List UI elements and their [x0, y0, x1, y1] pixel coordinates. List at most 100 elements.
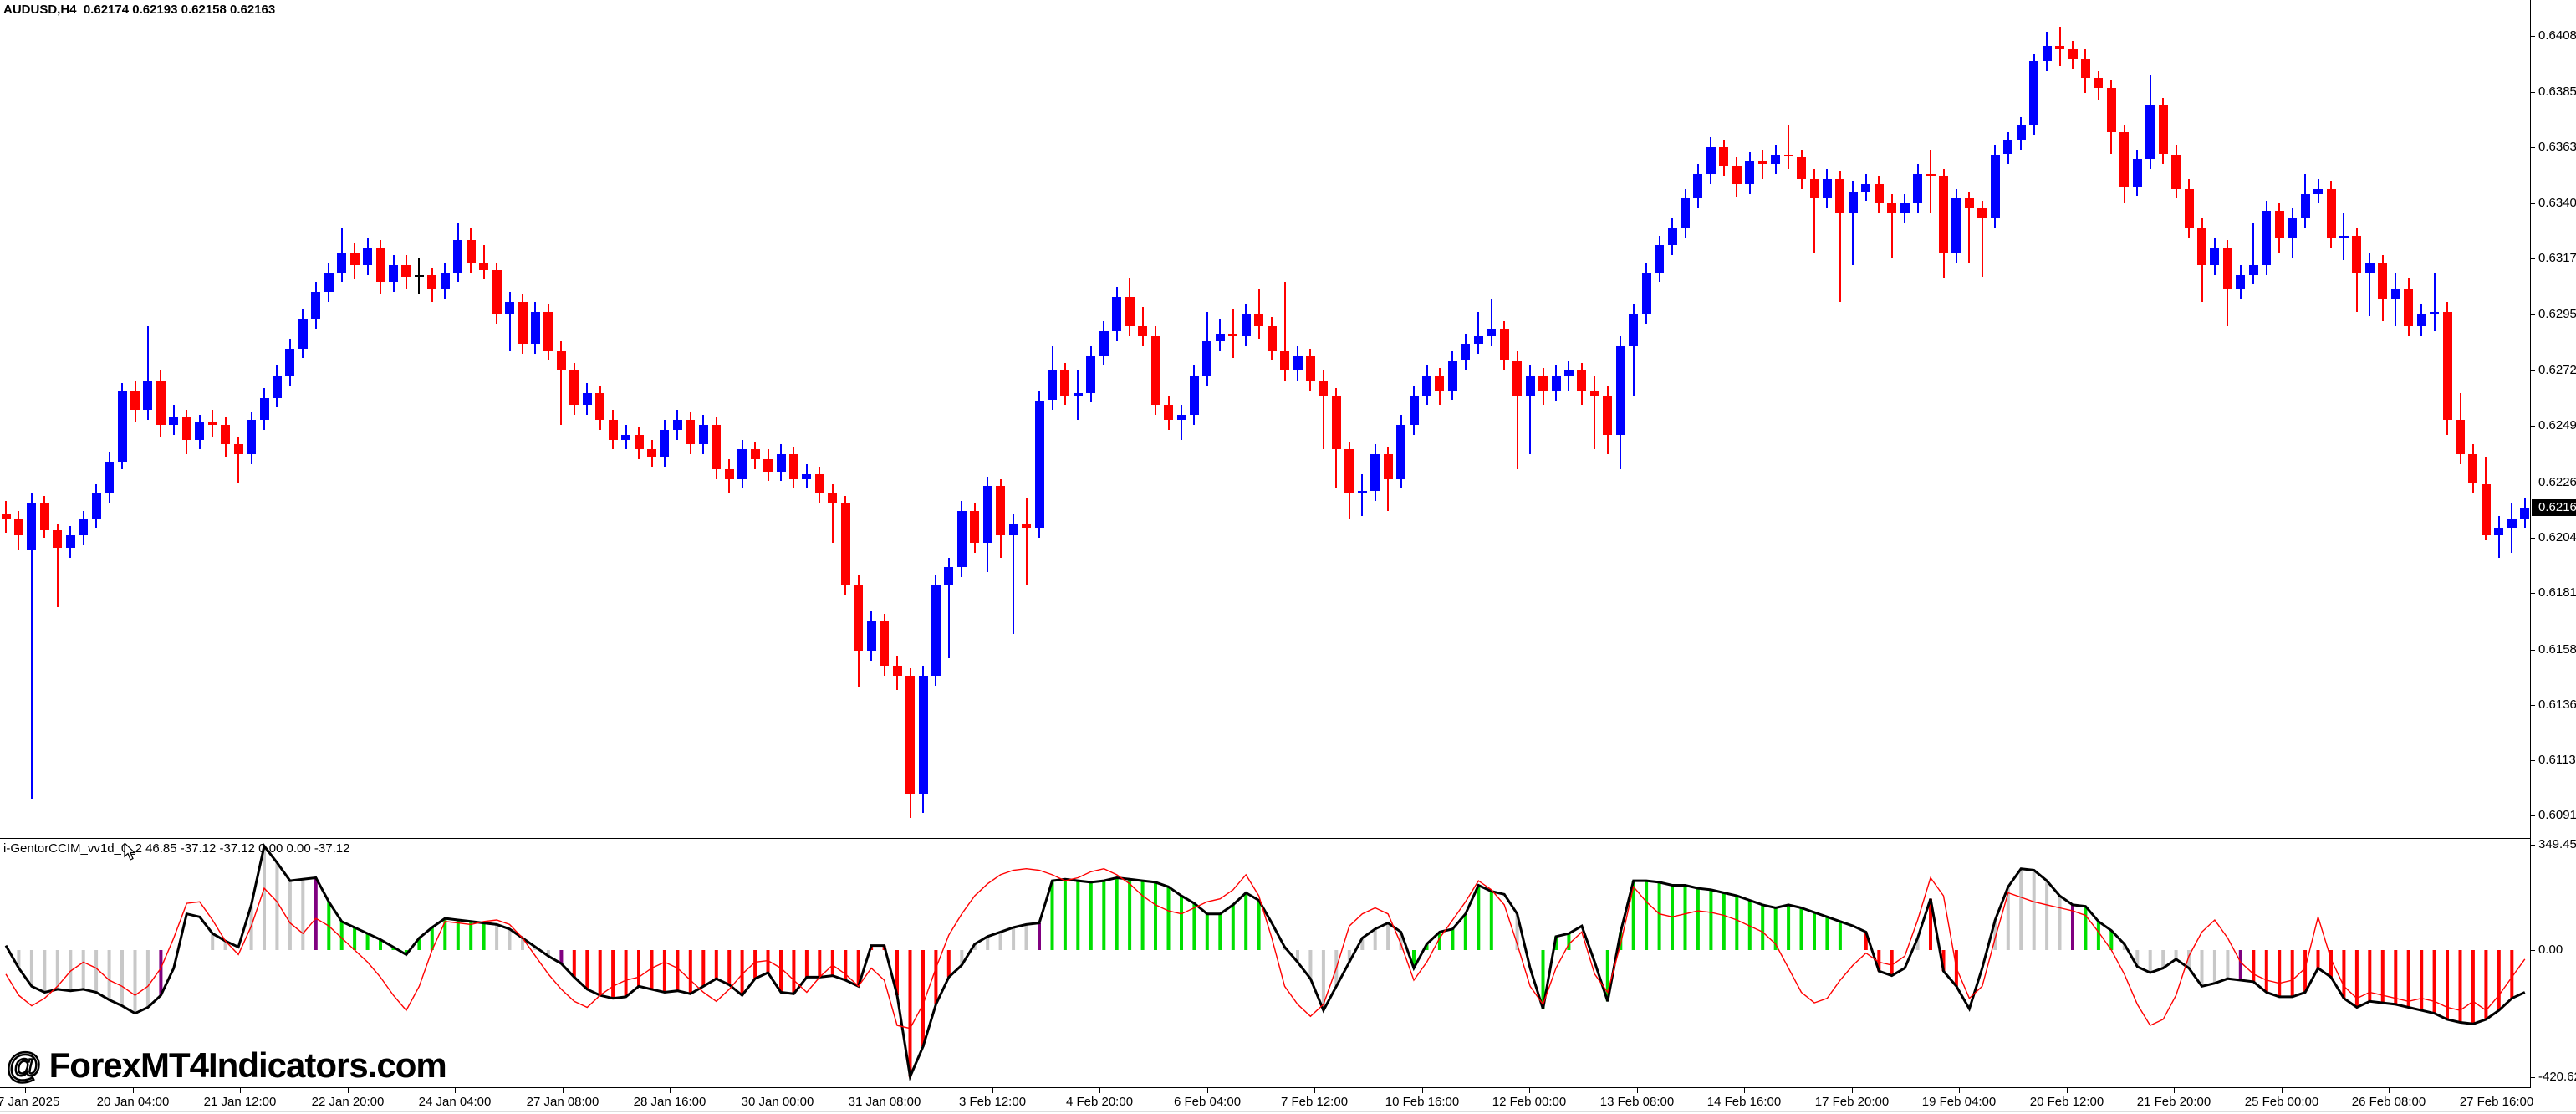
indicator-histogram-bar: [2135, 950, 2140, 967]
indicator-histogram-bar: [611, 950, 615, 999]
candle-body: [1447, 360, 1457, 391]
candle-body: [1809, 178, 1819, 199]
candle-body: [2029, 60, 2039, 125]
candle-body: [1977, 208, 1987, 218]
candle-body: [414, 274, 424, 278]
candle-body: [776, 454, 786, 472]
indicator-histogram-bar: [211, 933, 215, 950]
candle-body: [2262, 211, 2272, 265]
indicator-histogram-bar: [2096, 921, 2100, 950]
candle-body: [2248, 264, 2258, 275]
panel-separator-top[interactable]: [0, 838, 2576, 839]
indicator-histogram-bar: [2187, 950, 2191, 968]
indicator-histogram-bar: [1102, 881, 1106, 950]
indicator-axis-label: -420.62: [2538, 1070, 2576, 1084]
candle-body: [905, 675, 915, 794]
indicator-histogram-bar: [1399, 932, 1403, 950]
time-axis-label: 19 Feb 04:00: [1921, 1095, 1997, 1109]
candle-body: [1254, 314, 1264, 327]
candle-body: [2184, 188, 2194, 228]
indicator-histogram-bar: [804, 950, 809, 978]
time-axis-tick: [1207, 1088, 1208, 1093]
indicator-histogram-bar: [1244, 892, 1248, 950]
candle-body: [1086, 355, 1096, 393]
candle-body: [1073, 392, 1083, 396]
candle-body: [1874, 183, 1884, 204]
main-chart-plot[interactable]: [0, 0, 2530, 838]
candle-body: [1603, 395, 1613, 435]
indicator-histogram-bar: [624, 950, 628, 997]
indicator-histogram-bar: [740, 950, 744, 996]
candle-body: [1202, 341, 1212, 376]
candle-body: [634, 434, 644, 450]
price-axis-label: 0.63855: [2538, 84, 2576, 99]
indicator-histogram-bar: [1709, 889, 1713, 950]
candle-wick: [1257, 289, 1260, 339]
indicator-histogram-bar: [1463, 913, 1467, 950]
indicator-histogram-bar: [921, 950, 925, 1047]
indicator-histogram-bar: [1308, 950, 1313, 979]
candle-body: [1, 513, 11, 519]
indicator-histogram-bar: [1696, 888, 1700, 950]
price-axis-label: 0.61815: [2538, 585, 2576, 600]
indicator-histogram-bar: [960, 950, 964, 965]
indicator-histogram-bar: [818, 950, 822, 978]
candle-body: [181, 417, 191, 440]
candle-body: [840, 503, 850, 585]
indicator-histogram-bar: [1761, 904, 1765, 950]
candle-body: [2507, 518, 2517, 529]
indicator-histogram-bar: [133, 950, 137, 1014]
price-axis-label: 0.62495: [2538, 418, 2576, 432]
indicator-histogram-bar: [2161, 950, 2165, 968]
indicator-histogram-bar: [1890, 950, 1894, 976]
indicator-histogram-bar: [2510, 950, 2514, 999]
indicator-histogram-bar: [779, 950, 783, 993]
indicator-histogram-bar: [1838, 921, 1842, 950]
time-axis-label: 25 Feb 00:00: [2244, 1095, 2319, 1109]
indicator-histogram-bar: [456, 920, 460, 950]
time-axis-tick: [2067, 1088, 2068, 1093]
candle-wick: [1516, 350, 1518, 469]
indicator-histogram-bar: [145, 950, 150, 1008]
candle-body: [233, 444, 243, 455]
indicator-histogram-bar: [379, 939, 382, 950]
candle-body: [272, 376, 282, 398]
candle-wick: [1322, 370, 1324, 450]
time-axis-tick: [563, 1088, 564, 1093]
candle-body: [1887, 203, 1897, 214]
indicator-histogram-bar: [1773, 907, 1778, 950]
indicator-histogram-bar: [1360, 938, 1365, 950]
candle-body: [337, 253, 347, 273]
candle-body: [2106, 88, 2116, 132]
indicator-histogram-bar: [2420, 950, 2424, 1011]
time-axis-tick: [670, 1088, 671, 1093]
current-price-tag: 0.62163: [2532, 499, 2576, 516]
time-axis-label: 22 Jan 20:00: [311, 1095, 385, 1109]
candle-wick: [1181, 405, 1182, 440]
indicator-histogram-bar: [2303, 950, 2308, 993]
candle-wick: [56, 523, 59, 607]
indicator-histogram-bar: [2484, 950, 2488, 1019]
indicator-histogram-bar: [1864, 932, 1868, 950]
indicator-histogram-bar: [1218, 913, 1222, 950]
time-axis[interactable]: 17 Jan 2025 20 Jan 04:00 21 Jan 12:00 22 Ja…: [0, 1088, 2576, 1114]
price-axis-tick: [2531, 538, 2535, 539]
indicator-histogram-bar: [275, 862, 279, 950]
indicator-plot[interactable]: [0, 839, 2530, 1087]
price-axis-label: 0.61135: [2538, 753, 2576, 767]
indicator-histogram-bar: [430, 927, 434, 950]
candle-body: [1125, 297, 1135, 327]
candle-body: [569, 370, 579, 406]
indicator-histogram-bar: [521, 938, 524, 950]
time-axis-tick: [992, 1088, 993, 1093]
indicator-histogram-bar: [29, 950, 33, 987]
candle-wick: [508, 292, 511, 351]
candle-body: [453, 240, 463, 273]
indicator-histogram-bar: [1515, 913, 1519, 950]
indicator-histogram-bar: [1231, 904, 1235, 950]
indicator-histogram-bar: [1825, 917, 1829, 950]
candle-body: [492, 269, 502, 314]
